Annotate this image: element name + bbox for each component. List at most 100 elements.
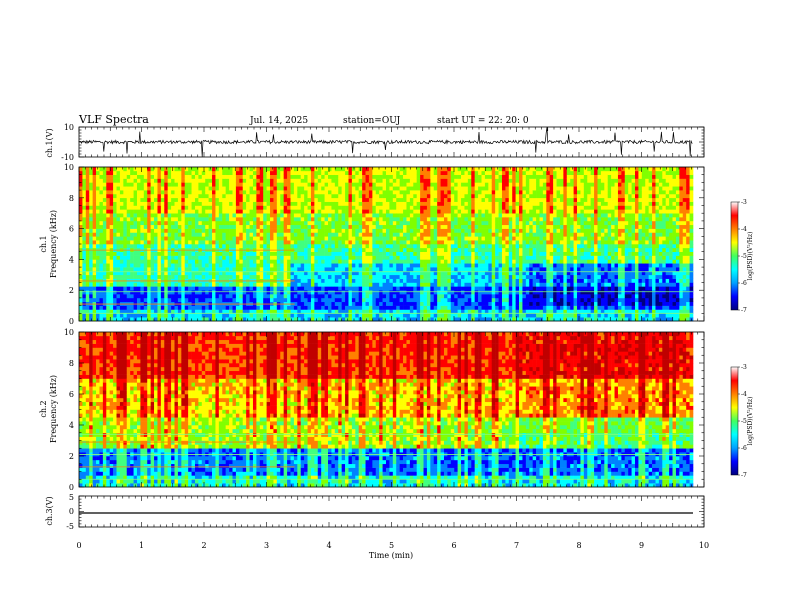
spectrogram-cell xyxy=(454,197,458,202)
spectrogram-cell xyxy=(440,278,445,283)
spectrogram-cell xyxy=(416,174,421,179)
spectrogram-cell xyxy=(171,274,175,279)
spectrogram-cell xyxy=(348,228,353,233)
spectrogram-cell xyxy=(215,240,220,245)
spectrogram-cell xyxy=(382,170,387,175)
spectrogram-cell xyxy=(222,297,226,303)
spectrogram-cell xyxy=(389,205,394,210)
spectrogram-cell xyxy=(232,205,237,210)
spectrogram-cell xyxy=(89,209,93,214)
spectrogram-cell xyxy=(293,282,298,287)
spectrogram-cell xyxy=(440,255,445,260)
spectrogram-cell xyxy=(341,263,346,268)
spectrogram-cell xyxy=(246,236,250,241)
spectrogram-cell xyxy=(440,186,445,191)
spectrogram-cell xyxy=(82,232,87,237)
spectrogram-cell xyxy=(164,240,168,245)
ch1-waveform-trace xyxy=(78,127,693,157)
spectrogram-cell xyxy=(437,309,441,314)
spectrogram-cell xyxy=(399,228,404,233)
spectrogram-cell xyxy=(205,244,209,249)
spectrogram-cell xyxy=(109,190,114,195)
spectrogram-cell xyxy=(382,182,387,187)
spectrogram-cell xyxy=(443,205,448,210)
spectrogram-cell xyxy=(457,270,462,276)
spectrogram-cell xyxy=(317,305,322,310)
spectrogram-cell xyxy=(82,228,87,233)
spectrogram-cell xyxy=(212,197,216,202)
spectrogram-cell xyxy=(106,232,110,237)
spectrogram-cell xyxy=(457,255,462,260)
spectrogram-cell xyxy=(471,313,475,318)
spectrogram-cell xyxy=(293,170,298,175)
spectrogram-cell xyxy=(106,313,110,318)
spectrogram-cell xyxy=(375,167,380,172)
spectrogram-cell xyxy=(358,309,363,314)
spectrogram-cell xyxy=(130,297,134,303)
spectrogram-cell xyxy=(191,182,196,187)
spectrogram-cell xyxy=(310,294,315,299)
spectrogram-cell xyxy=(208,274,213,279)
spectrogram-cell xyxy=(297,205,302,210)
spectrogram-cell xyxy=(208,244,213,249)
spectrogram-cell xyxy=(403,190,407,195)
spectrogram-cell xyxy=(317,209,322,214)
spectrogram-cell xyxy=(212,240,216,245)
spectrogram-cell xyxy=(276,174,281,179)
spectrogram-cell xyxy=(249,270,254,276)
spectrogram-cell xyxy=(464,294,469,299)
spectrogram-cell xyxy=(126,297,131,303)
spectrogram-cell xyxy=(133,209,138,214)
spectrogram-cell xyxy=(136,167,141,172)
spectrogram-cell xyxy=(96,174,100,179)
spectrogram-cell xyxy=(266,286,271,291)
spectrogram-cell xyxy=(379,217,383,222)
spectrogram-cell xyxy=(157,182,162,187)
spectrogram-cell xyxy=(133,282,138,287)
spectrogram-cell xyxy=(263,232,267,237)
spectrogram-cell xyxy=(92,220,97,226)
spectrogram-cell xyxy=(136,186,141,191)
spectrogram-cell xyxy=(365,213,370,218)
spectrogram-cell xyxy=(372,186,377,191)
spectrogram-cell xyxy=(140,197,145,202)
spectrogram-cell xyxy=(430,201,435,206)
spectrogram-cell xyxy=(99,190,104,195)
spectrogram-cell xyxy=(242,205,247,210)
spectrogram-cell xyxy=(126,190,131,195)
spectrogram-cell xyxy=(150,259,155,264)
spectrogram-cell xyxy=(379,247,383,252)
spectrogram-cell xyxy=(201,186,206,191)
spectrogram-cell xyxy=(126,244,131,249)
spectrogram-cell xyxy=(386,317,390,322)
spectrogram-cell xyxy=(270,186,274,191)
spectrogram-cell xyxy=(201,201,206,206)
spectrogram-cell xyxy=(351,201,356,206)
spectrogram-cell xyxy=(123,282,128,287)
spectrogram-cell xyxy=(198,244,203,249)
spectrogram-cell xyxy=(85,313,90,318)
spectrogram-cell xyxy=(368,190,373,195)
spectrogram-cell xyxy=(82,182,87,187)
spectrogram-cell xyxy=(392,174,397,179)
spectrogram-cell xyxy=(399,313,404,318)
spectrogram-cell xyxy=(194,270,199,276)
spectrogram-cell xyxy=(461,270,465,276)
spectrogram-cell xyxy=(314,182,319,187)
spectrogram-cell xyxy=(126,167,131,172)
spectrogram-cell xyxy=(430,224,435,229)
spectrogram-cell xyxy=(184,294,189,299)
spectrogram-cell xyxy=(365,278,370,283)
spectrogram-cell xyxy=(440,317,445,322)
spectrogram-cell xyxy=(273,232,278,237)
spectrogram-cell xyxy=(154,309,158,314)
spectrogram-cell xyxy=(467,174,472,179)
spectrogram-cell xyxy=(283,251,288,256)
spectrogram-cell xyxy=(300,263,305,268)
spectrogram-cell xyxy=(399,217,404,222)
spectrogram-cell xyxy=(372,174,377,179)
spectrogram-cell xyxy=(256,274,261,279)
spectrogram-cell xyxy=(368,259,373,264)
spectrogram-cell xyxy=(358,205,363,210)
spectrogram-cell xyxy=(82,240,87,245)
